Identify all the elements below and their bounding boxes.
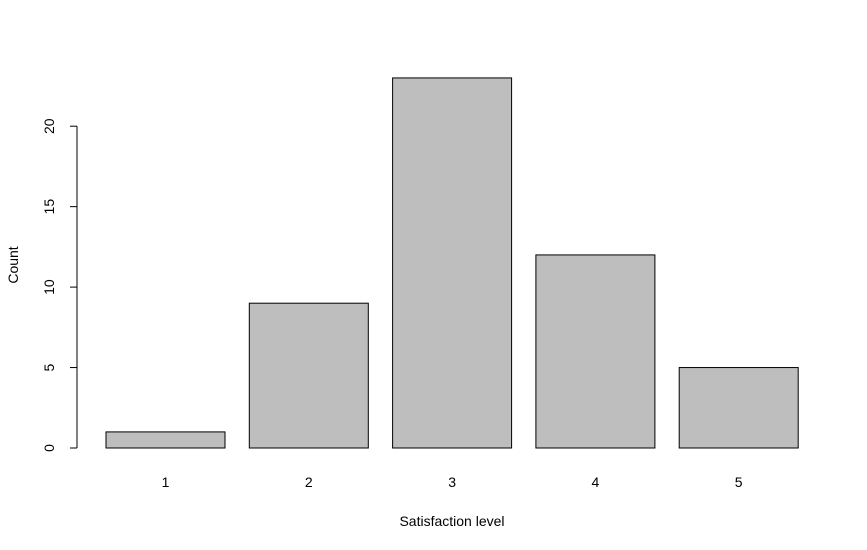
bar-3 (392, 77, 513, 449)
bar-5 (678, 367, 799, 449)
y-tick-label-0: 0 (41, 444, 57, 452)
bar-1 (105, 431, 226, 449)
y-axis-label: Count (5, 246, 21, 283)
bars-group (105, 77, 799, 449)
y-tick-label-10: 10 (41, 279, 57, 295)
y-tick-label-20: 20 (41, 118, 57, 134)
y-tick-label-15: 15 (41, 199, 57, 215)
y-tick-label-5: 5 (41, 363, 57, 371)
x-tick-labels: 1 2 3 4 5 (162, 474, 743, 490)
x-tick-label-4: 4 (592, 474, 600, 490)
x-tick-label-3: 3 (448, 474, 456, 490)
y-axis: 0 5 10 15 20 (41, 118, 78, 452)
bar-4 (535, 254, 656, 449)
bar-2 (248, 302, 369, 449)
x-tick-label-1: 1 (162, 474, 170, 490)
x-tick-label-2: 2 (305, 474, 313, 490)
x-tick-label-5: 5 (735, 474, 743, 490)
x-axis-label: Satisfaction level (399, 513, 504, 529)
